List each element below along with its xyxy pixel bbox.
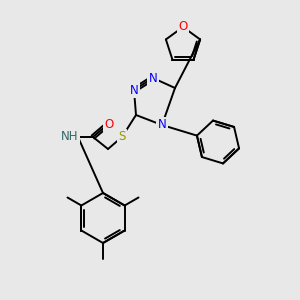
Text: N: N (130, 83, 138, 97)
Text: O: O (178, 20, 188, 34)
Text: NH: NH (61, 130, 78, 143)
Text: O: O (104, 118, 114, 130)
Text: S: S (118, 130, 126, 143)
Text: N: N (148, 71, 158, 85)
Text: N: N (158, 118, 166, 131)
